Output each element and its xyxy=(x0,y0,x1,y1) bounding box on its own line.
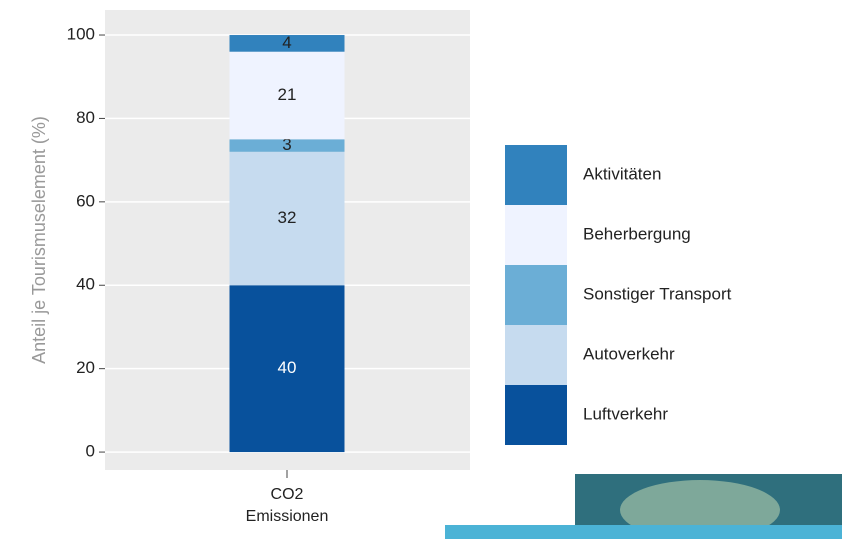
data-label: 21 xyxy=(278,85,297,104)
legend-swatch xyxy=(505,145,567,205)
bar-segment xyxy=(229,35,345,52)
y-tick-label: 40 xyxy=(76,275,95,294)
legend-swatch xyxy=(505,325,567,385)
accent-bar xyxy=(445,525,842,539)
legend-swatch xyxy=(505,265,567,325)
legend-swatch xyxy=(505,385,567,445)
bar-segment xyxy=(229,285,345,453)
y-axis-title: Anteil je Tourismuselement (%) xyxy=(29,116,49,364)
y-tick-label: 20 xyxy=(76,358,95,377)
y-tick-label: 60 xyxy=(76,191,95,210)
legend-swatch xyxy=(505,205,567,265)
legend-label: Sonstiger Transport xyxy=(583,284,732,303)
y-tick-label: 100 xyxy=(67,25,95,44)
legend-label: Aktivitäten xyxy=(583,164,661,183)
y-tick-label: 0 xyxy=(86,442,95,461)
bar-segment xyxy=(229,51,345,140)
bar-segment xyxy=(229,151,345,286)
legend-label: Autoverkehr xyxy=(583,344,675,363)
data-label: 32 xyxy=(278,208,297,227)
data-label: 40 xyxy=(278,358,297,377)
legend-label: Beherbergung xyxy=(583,224,691,243)
bar-segment xyxy=(229,139,345,152)
data-label: 3 xyxy=(282,135,291,154)
photo-detail xyxy=(620,480,780,539)
data-label: 4 xyxy=(282,33,291,52)
y-tick-label: 80 xyxy=(76,108,95,127)
legend-label: Luftverkehr xyxy=(583,404,668,423)
x-tick-label: CO2 Emissionen xyxy=(245,486,329,525)
